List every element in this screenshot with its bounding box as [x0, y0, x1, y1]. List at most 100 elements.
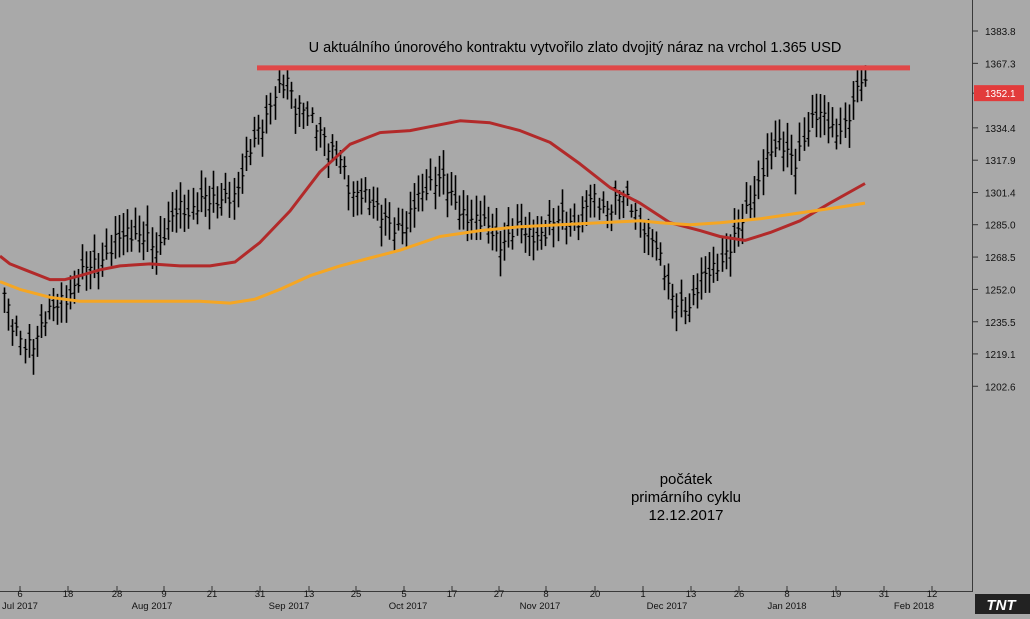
ohlc-bar	[424, 169, 429, 201]
ohlc-bar	[359, 178, 364, 215]
x-tick-label: 26	[734, 589, 745, 600]
ohlc-bar	[527, 212, 532, 257]
ohlc-bar	[728, 234, 733, 277]
x-tick-label: 28	[112, 589, 123, 600]
ohlc-bar	[748, 185, 753, 219]
ohlc-bar	[662, 265, 667, 291]
ohlc-bar	[223, 172, 228, 204]
ohlc-bar	[59, 282, 64, 323]
ohlc-bar	[420, 173, 425, 212]
x-tick-label: 8	[543, 589, 548, 600]
ohlc-bar	[412, 183, 417, 228]
ohlc-bar	[490, 213, 495, 251]
ohlc-bar	[23, 338, 28, 364]
ohlc-bar	[215, 186, 220, 219]
ohlc-bar	[166, 201, 171, 240]
ohlc-bar	[318, 116, 323, 148]
annotation-line: primárního cyklu	[631, 489, 741, 506]
ohlc-bar	[449, 172, 454, 206]
ohlc-bar	[613, 180, 618, 215]
ohlc-bar	[199, 170, 204, 213]
x-tick-label: 13	[686, 589, 697, 600]
ohlc-bar	[227, 181, 232, 218]
ohlc-bar	[843, 102, 848, 138]
ohlc-bar	[400, 208, 405, 245]
x-month-label: Sep 2017	[269, 601, 310, 612]
ohlc-bar	[236, 171, 241, 208]
ohlc-bar	[100, 242, 105, 277]
ohlc-bar	[43, 311, 48, 337]
ohlc-bar	[498, 231, 503, 277]
x-tick-label: 27	[494, 589, 505, 600]
ohlc-bar	[838, 107, 843, 145]
ohlc-bar	[703, 256, 708, 293]
ohlc-bar	[851, 81, 856, 120]
ohlc-bar	[457, 195, 462, 230]
ohlc-bar	[396, 207, 401, 231]
ohlc-bar	[158, 215, 163, 255]
ohlc-bar	[289, 81, 294, 109]
ohlc-bar	[137, 215, 142, 253]
ohlc-bar	[35, 325, 40, 357]
ohlc-bar	[408, 191, 413, 233]
ohlc-bar	[724, 233, 729, 270]
ohlc-bar	[588, 184, 593, 218]
ohlc-bar	[76, 268, 81, 293]
ohlc-bar	[129, 219, 134, 252]
ohlc-bar	[818, 94, 823, 138]
x-month-label: Nov 2017	[520, 601, 561, 612]
tnt-logo: TNT	[975, 594, 1030, 614]
ohlc-bar	[720, 236, 725, 272]
ohlc-bar	[113, 216, 118, 259]
ohlc-bar	[445, 173, 450, 218]
ohlc-bar	[687, 293, 692, 323]
x-axis: 6 18 28 9 21 31 13 25 5 17 27 8 20 1 13 26 8 19 31 12 Jul 20…	[2, 586, 937, 612]
ohlc-bar	[268, 92, 273, 125]
ohlc-bar	[264, 95, 269, 134]
ohlc-bar	[285, 68, 290, 100]
ohlc-bar	[51, 288, 56, 322]
ohlc-bar	[305, 101, 310, 126]
x-tick-label: 13	[304, 589, 315, 600]
x-tick-label: 20	[590, 589, 601, 600]
y-tick-label: 1285.0	[985, 221, 1016, 232]
ohlc-bar	[797, 122, 802, 162]
ohlc-bar	[195, 192, 200, 225]
ohlc-bar	[453, 175, 458, 210]
ohlc-bar	[592, 183, 597, 218]
ohlc-bar	[211, 170, 216, 213]
annotation-line: 12.12.2017	[648, 507, 723, 524]
ohlc-bar	[683, 297, 688, 325]
ohlc-bar	[568, 208, 573, 237]
ohlc-bar	[207, 185, 212, 230]
ohlc-bar	[539, 216, 544, 250]
x-tick-label: 8	[784, 589, 789, 600]
x-tick-label: 31	[879, 589, 890, 600]
ohlc-bar	[625, 180, 630, 206]
y-tick-label: 1202.6	[985, 382, 1016, 393]
ohlc-bar	[810, 94, 815, 128]
ohlc-bar	[232, 177, 237, 220]
ohlc-bar	[154, 232, 159, 275]
x-tick-label: 21	[207, 589, 218, 600]
ohlc-bar	[474, 195, 479, 241]
current-price-marker	[974, 85, 1024, 102]
ohlc-bar	[363, 177, 368, 203]
ohlc-bar	[355, 180, 360, 216]
ohlc-bar	[834, 118, 839, 150]
ohlc-bar	[6, 298, 11, 331]
x-month-label: Feb 2018	[894, 601, 934, 612]
ohlc-bar	[150, 227, 155, 269]
ohlc-bar	[597, 197, 602, 220]
ohlc-bar	[830, 107, 835, 138]
ohlc-bar	[293, 98, 298, 134]
ohlc-bar	[203, 177, 208, 217]
y-tick-label: 1352.1	[985, 89, 1016, 100]
ohlc-bar	[441, 150, 446, 195]
moving-average-line-2	[0, 201, 866, 305]
ohlc-bar	[847, 104, 852, 148]
ohlc-bar	[433, 166, 438, 210]
ohlc-bar	[88, 251, 93, 290]
